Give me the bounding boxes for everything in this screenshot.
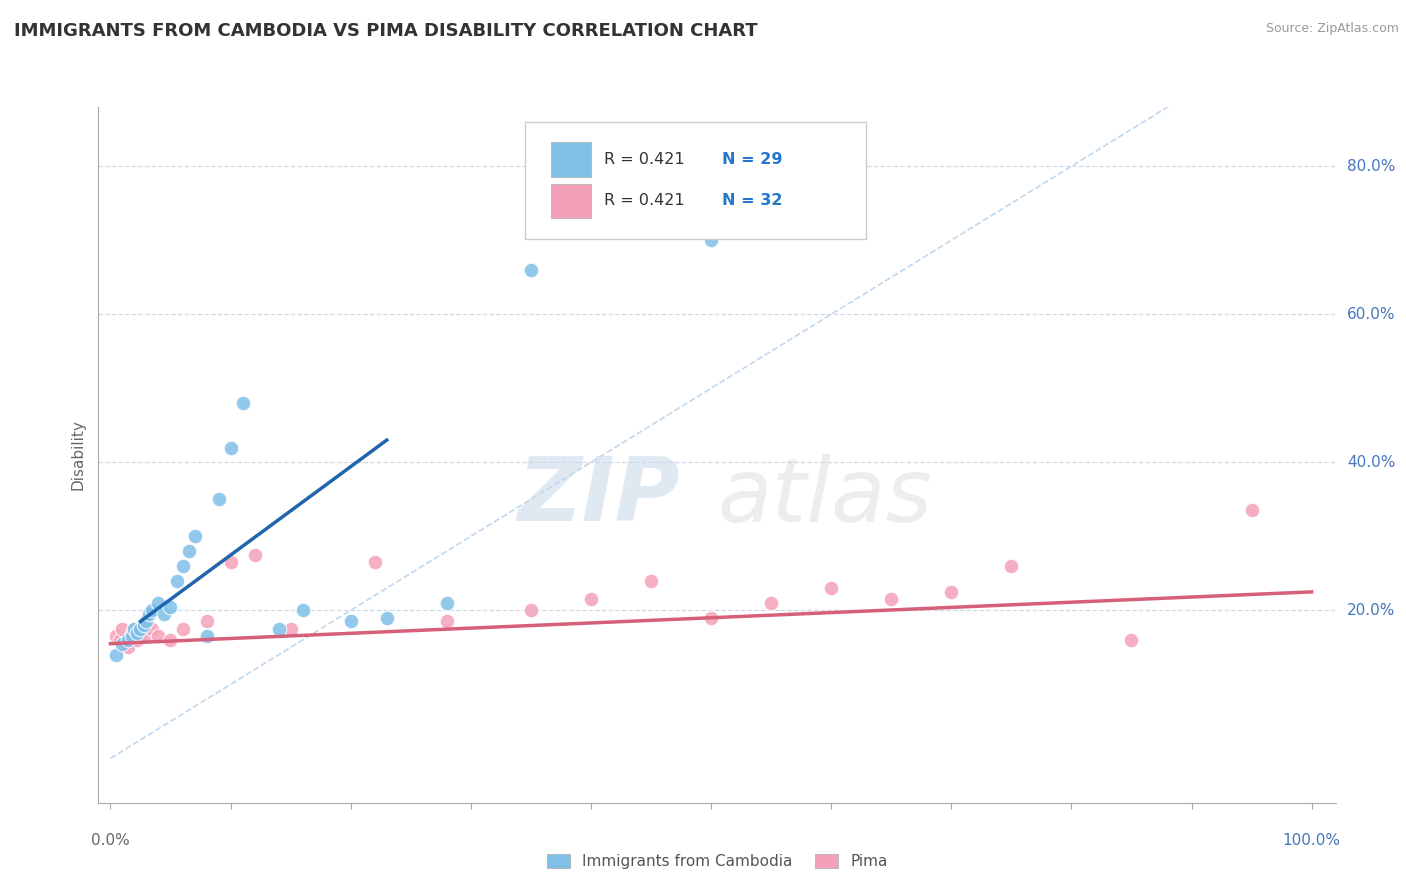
Text: 20.0%: 20.0% (1347, 603, 1395, 618)
Point (111, 637, 134, 651)
Text: R = 0.421: R = 0.421 (605, 194, 685, 209)
Point (820, 581, 842, 595)
Point (105, 648, 128, 662)
Point (640, 574, 662, 588)
Text: atlas: atlas (717, 454, 932, 540)
Point (280, 622, 302, 636)
Point (125, 632, 148, 647)
Point (520, 603, 543, 617)
Point (172, 558, 194, 573)
Point (1240, 503, 1263, 517)
Point (172, 622, 194, 636)
Point (1121, 632, 1143, 647)
Point (436, 615, 458, 629)
Point (105, 629, 128, 643)
FancyBboxPatch shape (526, 122, 866, 239)
FancyBboxPatch shape (551, 184, 591, 219)
Point (267, 622, 290, 636)
Point (207, 492, 229, 507)
Point (880, 592, 903, 607)
Point (579, 592, 602, 607)
Point (291, 603, 314, 617)
Text: Source: ZipAtlas.com: Source: ZipAtlas.com (1265, 22, 1399, 36)
Point (195, 629, 218, 643)
Point (124, 622, 146, 636)
Legend: Immigrants from Cambodia, Pima: Immigrants from Cambodia, Pima (540, 848, 894, 875)
Point (339, 615, 361, 629)
Point (520, 263, 543, 277)
Text: 60.0%: 60.0% (1347, 307, 1395, 322)
Point (177, 544, 200, 558)
Point (941, 585, 963, 599)
Text: N = 32: N = 32 (723, 194, 783, 209)
Point (436, 596, 458, 610)
Point (219, 555, 242, 569)
Point (135, 629, 157, 643)
Point (159, 632, 181, 647)
Point (195, 615, 218, 629)
Point (129, 629, 152, 643)
Text: 40.0%: 40.0% (1347, 455, 1395, 470)
Point (375, 611, 398, 625)
Point (153, 607, 176, 621)
Point (132, 618, 155, 632)
Point (121, 625, 143, 640)
Point (148, 596, 170, 610)
Point (159, 599, 181, 614)
Text: 80.0%: 80.0% (1347, 159, 1395, 174)
Point (117, 640, 139, 655)
Text: ZIP: ZIP (517, 453, 681, 541)
Text: R = 0.421: R = 0.421 (605, 152, 685, 167)
Point (132, 618, 155, 632)
Text: IMMIGRANTS FROM CAMBODIA VS PIMA DISABILITY CORRELATION CHART: IMMIGRANTS FROM CAMBODIA VS PIMA DISABIL… (14, 22, 758, 40)
Point (1000, 558, 1022, 573)
Point (124, 622, 146, 636)
Point (700, 611, 723, 625)
Point (166, 574, 188, 588)
FancyBboxPatch shape (551, 142, 591, 177)
Point (700, 233, 723, 247)
Y-axis label: Disability: Disability (70, 419, 86, 491)
Point (117, 632, 139, 647)
Point (148, 629, 170, 643)
Text: N = 29: N = 29 (723, 152, 783, 167)
Point (138, 607, 160, 621)
Point (232, 396, 254, 410)
Point (114, 637, 136, 651)
Point (121, 629, 143, 643)
Point (135, 615, 157, 629)
Point (141, 622, 163, 636)
Point (243, 548, 266, 562)
Point (364, 555, 387, 569)
Point (219, 441, 242, 455)
Text: 100.0%: 100.0% (1282, 833, 1341, 848)
Point (125, 625, 148, 640)
Point (129, 622, 152, 636)
Point (759, 596, 782, 610)
Point (111, 622, 134, 636)
Point (183, 529, 205, 543)
Point (108, 632, 131, 647)
Text: 0.0%: 0.0% (91, 833, 129, 848)
Point (141, 603, 163, 617)
